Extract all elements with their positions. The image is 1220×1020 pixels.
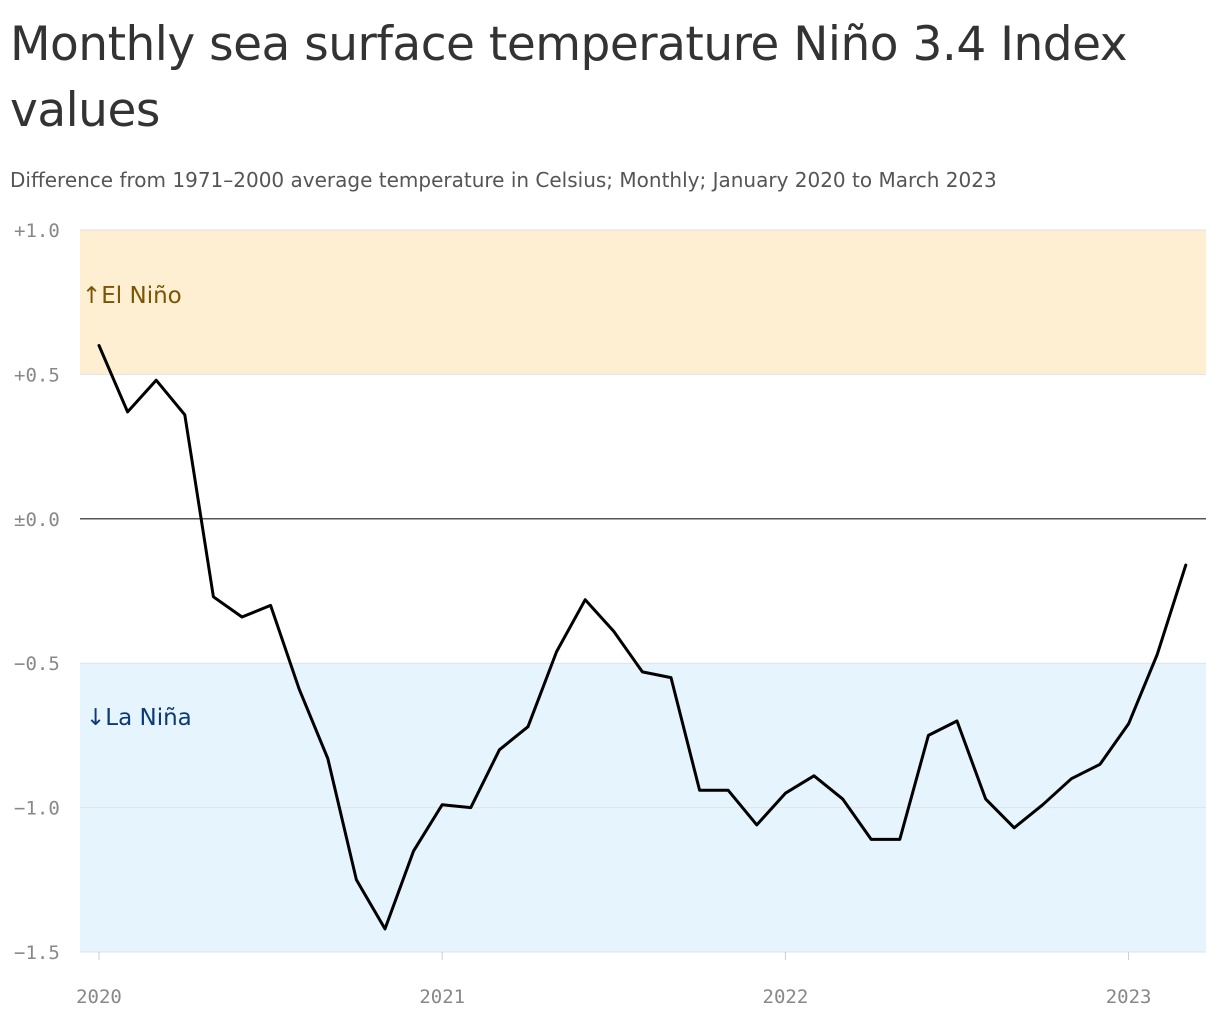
el-nino-label: ↑El Niño [82, 283, 182, 309]
y-tick-label: −1.0 [14, 798, 60, 820]
series-line-0 [97, 344, 1188, 931]
grid-layer [80, 229, 1206, 953]
chart-title: Monthly sea surface temperature Niño 3.4… [10, 17, 1128, 138]
x-tick-labels: 2020 2021 2022 2023 [76, 952, 1151, 1008]
y-tick-label: −0.5 [14, 653, 60, 675]
band-labels: ↑El Niño ↓La Niña [82, 283, 192, 731]
y-tick-labels: +1.0 +0.5 ±0.0 −0.5 −1.0 −1.5 [14, 220, 60, 964]
chart-subtitle: Difference from 1971–2000 average temper… [10, 168, 997, 192]
x-tick-label: 2021 [419, 986, 465, 1008]
bands-layer [80, 230, 1206, 952]
y-tick-label: +1.0 [14, 220, 60, 242]
x-tick-label: 2023 [1106, 986, 1152, 1008]
y-tick-label: ±0.0 [14, 509, 60, 531]
series-layer [97, 344, 1188, 931]
band-0 [80, 230, 1206, 375]
y-tick-label: +0.5 [14, 364, 60, 386]
x-tick-label: 2020 [76, 986, 122, 1008]
x-tick-label: 2022 [763, 986, 809, 1008]
y-tick-label: −1.5 [14, 942, 60, 964]
la-nina-label: ↓La Niña [86, 705, 192, 731]
